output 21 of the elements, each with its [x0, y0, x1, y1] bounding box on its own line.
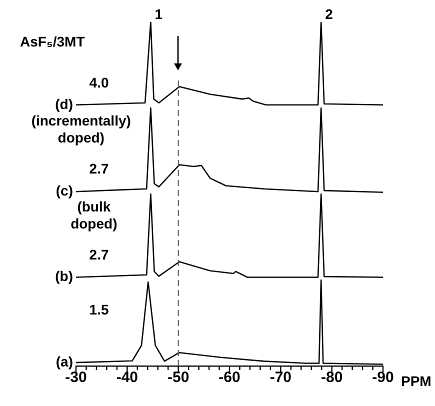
x-tick-label: -80 — [320, 369, 343, 386]
annotation: (bulk doped) — [70, 198, 118, 232]
text: AsF₅/3MT — [20, 34, 86, 50]
annotation: 2.7 — [89, 160, 109, 177]
annotation: (incrementally) doped) — [31, 112, 131, 146]
annotation: 4.0 — [89, 74, 109, 91]
annotation: 1.5 — [89, 302, 109, 318]
annotation: 2 — [325, 6, 334, 22]
x-tick-label: -30 — [65, 369, 87, 386]
series-label: (a) — [56, 353, 73, 370]
series-label: (c) — [56, 182, 73, 198]
x-tick-label: -70 — [270, 369, 292, 386]
annotation: 2.7 — [89, 246, 109, 263]
annotation: 1 — [154, 6, 163, 22]
x-tick-label: -50 — [167, 369, 190, 386]
x-tick-label: -60 — [218, 369, 240, 386]
x-tick-label: -90 — [372, 369, 394, 386]
x-tick-label: -40 — [116, 369, 138, 386]
series-label: (b) — [55, 268, 73, 284]
x-axis-title: PPM — [401, 372, 432, 389]
series-label: (d) — [55, 96, 73, 112]
